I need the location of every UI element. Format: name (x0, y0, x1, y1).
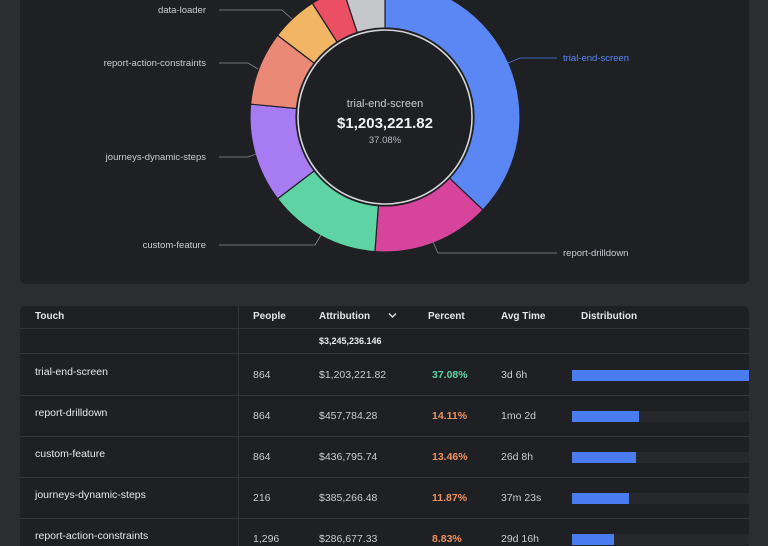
touch-name: trial-end-screen (35, 366, 108, 378)
attribution-chart-card: trial-end-screen $1,203,221.82 37.08% da… (20, 0, 749, 284)
table-row[interactable]: journeys-dynamic-steps 216 $385,266.48 11.8… (20, 477, 749, 519)
people-count: 864 (253, 410, 271, 422)
callout-report-action-constraints: report-action-constraints (104, 58, 207, 69)
center-percent: 37.08% (369, 135, 402, 146)
percent-value: 37.08% (432, 369, 468, 381)
leader-line-data-loader (219, 9, 293, 20)
leader-line-journeys-dynamic-steps (219, 153, 257, 158)
header-attribution[interactable]: Attribution (319, 311, 371, 322)
attribution-value: $286,677.33 (319, 533, 378, 545)
touch-name: report-action-constraints (35, 530, 149, 542)
percent-value: 11.87% (432, 492, 468, 504)
header-percent[interactable]: Percent (428, 311, 465, 322)
total-row: $3,245,236.146 (20, 328, 749, 354)
table-row[interactable]: custom-feature 864 $436,795.74 13.46% 26d 8h (20, 436, 749, 478)
avg-time-value: 37m 23s (501, 492, 542, 504)
touch-name: custom-feature (35, 448, 106, 460)
callout-data-loader: data-loader (158, 5, 206, 16)
avg-time-value: 26d 8h (501, 451, 534, 463)
header-distribution[interactable]: Distribution (581, 311, 638, 322)
percent-value: 13.46% (432, 451, 468, 463)
callout-trial-end-screen: trial-end-screen (563, 53, 629, 64)
people-count: 864 (253, 451, 271, 463)
table-row[interactable]: report-action-constraints 1,296 $286,677.3… (20, 518, 749, 546)
people-count: 1,296 (253, 533, 280, 545)
distribution-bar (572, 452, 749, 463)
attribution-value: $385,266.48 (319, 492, 378, 504)
column-divider (238, 306, 239, 546)
header-touch[interactable]: Touch (35, 311, 65, 322)
attribution-value: $1,203,221.82 (319, 369, 387, 381)
distribution-bar-fill (572, 452, 636, 463)
distribution-bar-fill (572, 493, 629, 504)
distribution-bar-fill (572, 370, 749, 381)
table-row[interactable]: report-drilldown 864 $457,784.28 14.11% 1mo … (20, 395, 749, 437)
leader-line-custom-feature (219, 234, 322, 246)
leader-line-report-action-constraints (219, 62, 259, 70)
center-value: $1,203,221.82 (337, 115, 433, 132)
touch-name: journeys-dynamic-steps (35, 489, 146, 501)
percent-value: 8.83% (432, 533, 462, 545)
callout-report-drilldown: report-drilldown (563, 248, 628, 259)
attribution-value: $436,795.74 (319, 451, 378, 463)
header-people[interactable]: People (253, 311, 286, 322)
distribution-bar (572, 411, 749, 422)
leader-line-trial-end-screen (507, 57, 557, 64)
distribution-bar (572, 370, 749, 381)
percent-value: 14.11% (432, 410, 468, 422)
distribution-bar-fill (572, 534, 615, 545)
attribution-table: Touch People Attribution Percent Avg Tim… (20, 306, 749, 546)
table-header: Touch People Attribution Percent Avg Tim… (20, 306, 749, 329)
callout-journeys-dynamic-steps: journeys-dynamic-steps (105, 152, 207, 163)
distribution-bar (572, 493, 749, 504)
avg-time-value: 1mo 2d (501, 410, 537, 422)
avg-time-value: 3d 6h (501, 369, 528, 381)
chevron-down-icon[interactable] (388, 312, 397, 319)
leader-line-report-drilldown (432, 241, 557, 254)
center-label: trial-end-screen (347, 98, 423, 110)
touch-name: report-drilldown (35, 407, 108, 419)
header-avg-time[interactable]: Avg Time (501, 311, 546, 322)
table-row[interactable]: trial-end-screen 864 $1,203,221.82 37.08% 3d… (20, 354, 749, 396)
attribution-value: $457,784.28 (319, 410, 378, 422)
donut-center-ring (297, 29, 473, 205)
total-attribution: $3,245,236.146 (319, 336, 382, 346)
donut-slice-trial-end-screen[interactable] (384, 0, 521, 211)
people-count: 216 (253, 492, 271, 504)
donut-slice-other-7[interactable] (343, 0, 386, 34)
donut-chart: trial-end-screen $1,203,221.82 37.08% da… (104, 0, 629, 259)
avg-time-value: 29d 16h (501, 533, 539, 545)
people-count: 864 (253, 369, 271, 381)
distribution-bar-fill (572, 411, 640, 422)
distribution-bar (572, 534, 749, 545)
callout-custom-feature: custom-feature (143, 240, 206, 251)
